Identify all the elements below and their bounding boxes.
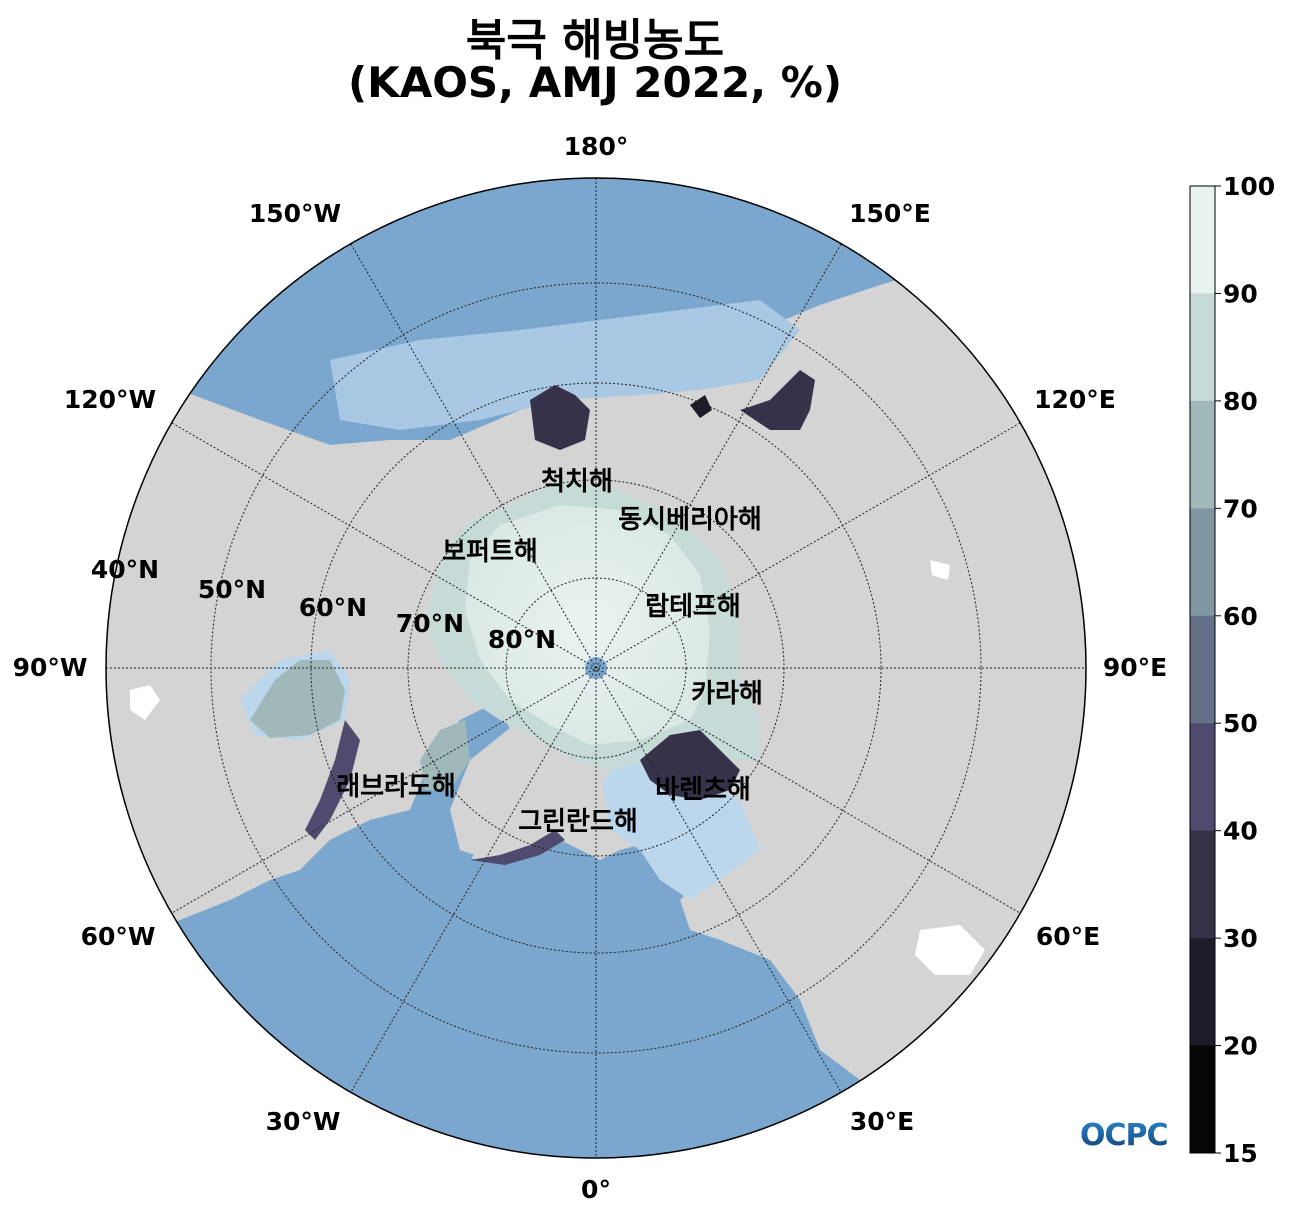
meridian-120e-60w (171, 422, 1021, 914)
colorbar-blocks (1190, 186, 1215, 1154)
bering-shallow (330, 300, 800, 430)
sea-label-greenland: 그린란드해 (518, 807, 638, 837)
colorbar-tick-label: 20 (1223, 1032, 1258, 1061)
colorbar-block (1190, 400, 1215, 509)
colorbar-tick-label: 50 (1223, 709, 1258, 738)
hudson-ice (250, 660, 345, 738)
colorbar-block (1190, 938, 1215, 1047)
lon-label-30e: 30°E (850, 1107, 914, 1136)
land-ice-patch-2 (130, 685, 160, 720)
barents-ice-edge (640, 730, 740, 800)
colorbar-tick-label: 30 (1223, 924, 1258, 953)
colorbar-tick-labels: 100 90 80 70 60 50 40 30 20 15 (1215, 172, 1275, 1168)
colorbar-tick-label: 70 (1223, 494, 1258, 523)
lon-label-150e: 150°E (849, 199, 931, 228)
okhotsk-ice (740, 370, 815, 430)
lon-label-120w: 120°W (64, 385, 156, 414)
colorbar-block (1190, 508, 1215, 617)
map-title-line1: 북극 해빙농도 (465, 15, 725, 66)
sea-label-barents: 바렌츠해 (655, 775, 751, 805)
sea-label-kara: 카라해 (691, 679, 763, 709)
sea-label-beaufort: 보퍼트해 (442, 537, 538, 567)
sea-label-chukchi: 척치해 (541, 467, 613, 497)
sea-label-labrador: 래브라도해 (336, 772, 456, 802)
colorbar-block (1190, 293, 1215, 402)
map-border (105, 177, 1087, 1159)
colorbar-tick-label: 100 (1223, 172, 1275, 201)
lon-label-180: 180° (564, 132, 629, 161)
lon-label-150w: 150°W (249, 199, 341, 228)
lat-label-40n: 40°N (91, 555, 159, 584)
colorbar-tick-label: 80 (1223, 387, 1258, 416)
north-atlantic (300, 840, 960, 1158)
colorbar-tick-label: 60 (1223, 602, 1258, 631)
lon-label-90e: 90°E (1103, 653, 1167, 682)
lat-label-80n: 80°N (488, 625, 556, 654)
colorbar-tick-label: 15 (1223, 1139, 1258, 1168)
colorbar-tick-label: 40 (1223, 817, 1258, 846)
lat-label-50n: 50°N (198, 575, 266, 604)
colorbar-block (1190, 723, 1215, 832)
greenland-ice-edge (470, 830, 565, 865)
colorbar-block (1190, 830, 1215, 939)
baffin-ice (420, 720, 470, 790)
okhotsk-ice-2 (690, 395, 712, 418)
lon-label-120e: 120°E (1034, 385, 1116, 414)
land-ice-patch (915, 925, 985, 975)
colorbar-block (1190, 615, 1215, 724)
map-title-line2: (KAOS, AMJ 2022, %) (347, 58, 843, 107)
land-ice-patch-3 (930, 560, 950, 580)
colorbar-block (1190, 186, 1215, 294)
lon-label-60w: 60°W (81, 922, 156, 951)
colorbar-frame (1189, 185, 1216, 1154)
lat-circle-60n (310, 382, 882, 954)
sea-label-laptev: 랍테프해 (645, 592, 741, 622)
lon-label-0: 0° (581, 1175, 611, 1204)
sea-label-east-siberian: 동시베리아해 (618, 505, 762, 535)
lon-label-60e: 60°E (1036, 922, 1100, 951)
barents-shallow (600, 760, 760, 900)
lat-label-60n: 60°N (299, 593, 367, 622)
colorbar: 100 90 80 70 60 50 40 30 20 15 (1189, 172, 1275, 1168)
lon-label-30w: 30°W (266, 1107, 341, 1136)
bering-ice (530, 385, 590, 450)
lon-label-90w: 90°W (13, 653, 88, 682)
colorbar-block (1190, 1045, 1215, 1154)
colorbar-tick-label: 90 (1223, 279, 1258, 308)
sea-ice-core (465, 505, 710, 745)
lat-label-70n: 70°N (396, 609, 464, 638)
labrador-ice-edge (305, 720, 360, 840)
lat-circle-70n (407, 479, 785, 857)
ocpc-logo: OCPC (1080, 1118, 1169, 1153)
